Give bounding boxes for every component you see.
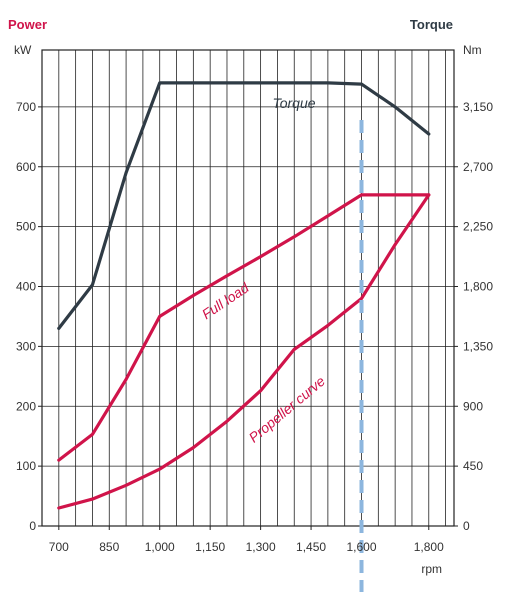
plot-frame xyxy=(41,49,455,527)
y-right-tick-label: 1,350 xyxy=(463,339,493,353)
x-tick-label: 1,300 xyxy=(246,540,276,554)
x-tick-label: 700 xyxy=(49,540,69,554)
x-unit-label: rpm xyxy=(421,562,442,576)
y-left-tick-label: 100 xyxy=(16,459,36,473)
torque-series-label: Torque xyxy=(272,95,315,111)
series-line-propeller-curve xyxy=(57,193,431,510)
y-left-tick-label: 300 xyxy=(16,339,36,353)
y-left-tick-label: 600 xyxy=(16,160,36,174)
y-left-tick-label: 500 xyxy=(16,220,36,234)
left-unit-label: kW xyxy=(14,43,32,57)
x-tick-label: 1,600 xyxy=(346,540,376,554)
y-right-tick-label: 900 xyxy=(463,399,483,413)
x-tick-label: 1,450 xyxy=(296,540,326,554)
y-right-tick-label: 0 xyxy=(463,519,470,533)
right-axis-title: Torque xyxy=(410,17,453,32)
propeller-curve-series-label: Propeller curve xyxy=(246,373,329,446)
x-tick-label: 1,000 xyxy=(145,540,175,554)
y-left-tick-label: 700 xyxy=(16,100,36,114)
left-axis-title: Power xyxy=(8,17,47,32)
series-line-full-load xyxy=(57,193,431,462)
y-right-tick-label: 2,700 xyxy=(463,160,493,174)
x-tick-label: 1,150 xyxy=(195,540,225,554)
y-right-tick-label: 1,800 xyxy=(463,280,493,294)
y-left-tick-label: 200 xyxy=(16,399,36,413)
y-right-tick-label: 450 xyxy=(463,459,483,473)
y-left-tick-label: 400 xyxy=(16,280,36,294)
y-left-tick-label: 0 xyxy=(29,519,36,533)
right-unit-label: Nm xyxy=(463,43,482,57)
y-right-tick-label: 3,150 xyxy=(463,100,493,114)
x-tick-label: 850 xyxy=(99,540,119,554)
series-line-torque xyxy=(57,81,431,330)
full-load-series-label: Full load xyxy=(199,279,253,323)
y-right-tick-label: 2,250 xyxy=(463,220,493,234)
series-lines xyxy=(57,81,431,510)
x-tick-label: 1,800 xyxy=(414,540,444,554)
tick-labels: 0 0 100 450 200 900 300 1,350 400 1,800 500 2,250 60… xyxy=(16,100,493,554)
